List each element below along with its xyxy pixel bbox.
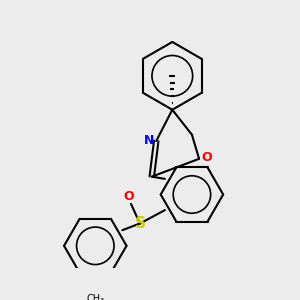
Text: CH₃: CH₃ [86,294,104,300]
Text: O: O [123,190,134,203]
Text: O: O [201,151,211,164]
Text: S: S [134,216,146,231]
Text: N: N [144,134,154,148]
